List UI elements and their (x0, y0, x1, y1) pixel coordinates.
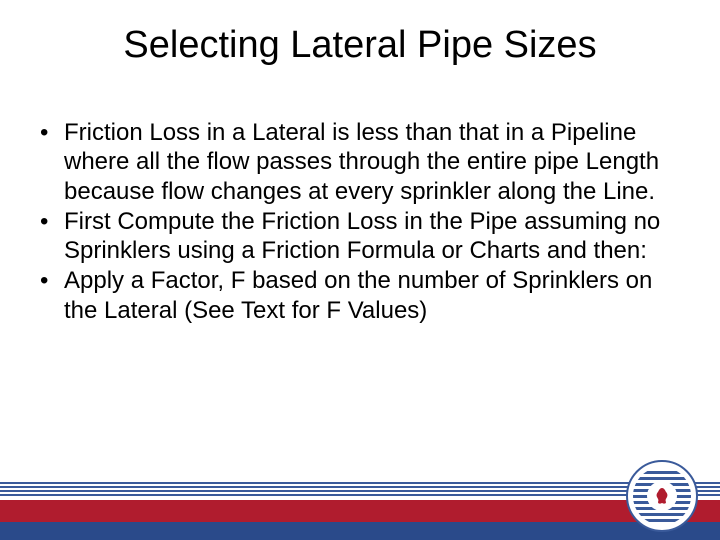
lion-icon (653, 486, 671, 506)
stripe-group (0, 482, 720, 502)
logo-inner (633, 467, 691, 525)
blue-band (0, 522, 720, 540)
bullet-item: Apply a Factor, F based on the number of… (36, 266, 672, 325)
stripe (0, 490, 720, 492)
slide-content: Friction Loss in a Lateral is less than … (36, 118, 672, 326)
stripe (0, 482, 720, 484)
bullet-item: First Compute the Friction Loss in the P… (36, 207, 672, 266)
footer-band (0, 482, 720, 540)
slide-title: Selecting Lateral Pipe Sizes (0, 24, 720, 67)
logo-badge (626, 460, 698, 532)
logo-center (647, 481, 677, 511)
stripe (0, 486, 720, 488)
red-band (0, 500, 720, 522)
stripe (0, 494, 720, 496)
slide: Selecting Lateral Pipe Sizes Friction Lo… (0, 0, 720, 540)
bullet-list: Friction Loss in a Lateral is less than … (36, 118, 672, 325)
bullet-item: Friction Loss in a Lateral is less than … (36, 118, 672, 206)
